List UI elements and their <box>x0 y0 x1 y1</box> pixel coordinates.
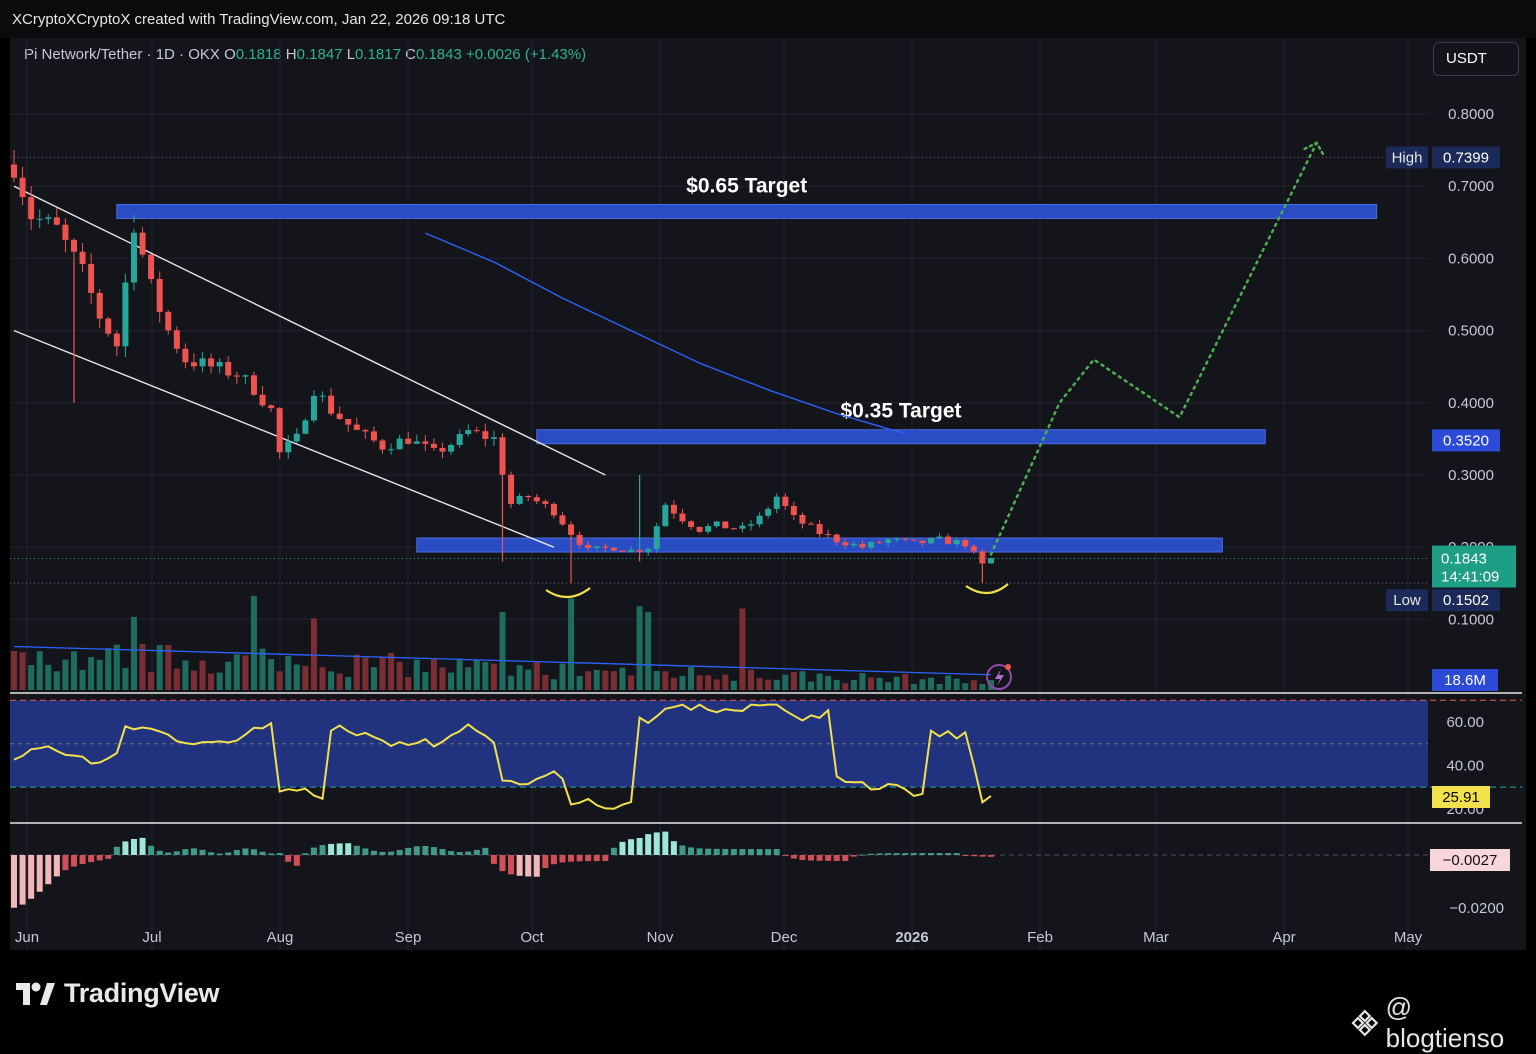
open-value: 0.1818 <box>235 46 282 63</box>
currency-button[interactable]: USDT <box>1433 42 1519 76</box>
tradingview-logo: TradingView <box>14 978 220 1009</box>
credit-watermark: @ blogtienso <box>1350 992 1536 1054</box>
binance-diamond-icon <box>1351 1009 1379 1037</box>
credit-text: @ blogtienso <box>1385 992 1505 1053</box>
high-label: H <box>285 46 297 63</box>
close-label: C <box>405 46 416 63</box>
tradingview-brand: TradingView <box>64 978 220 1008</box>
author-line: XCryptoXCryptoX created with TradingView… <box>12 11 506 28</box>
low-label: L <box>346 46 356 63</box>
change-value: +0.0026 (+1.43%) <box>466 46 587 63</box>
open-label: O <box>224 46 236 63</box>
tradingview-logo-icon <box>16 982 55 1005</box>
close-value: 0.1843 <box>415 46 462 63</box>
high-value: 0.1847 <box>296 46 343 63</box>
low-value: 0.1817 <box>355 46 401 63</box>
author-header: XCryptoXCryptoX created with TradingView… <box>0 0 1536 38</box>
symbol-legend: Pi Network/Tether · 1D · OKX O0.1818 H0.… <box>24 46 586 63</box>
footer-bar <box>0 950 1536 1033</box>
symbol-name: Pi Network/Tether · 1D · OKX <box>24 46 220 63</box>
chart-frame[interactable] <box>10 38 1526 950</box>
